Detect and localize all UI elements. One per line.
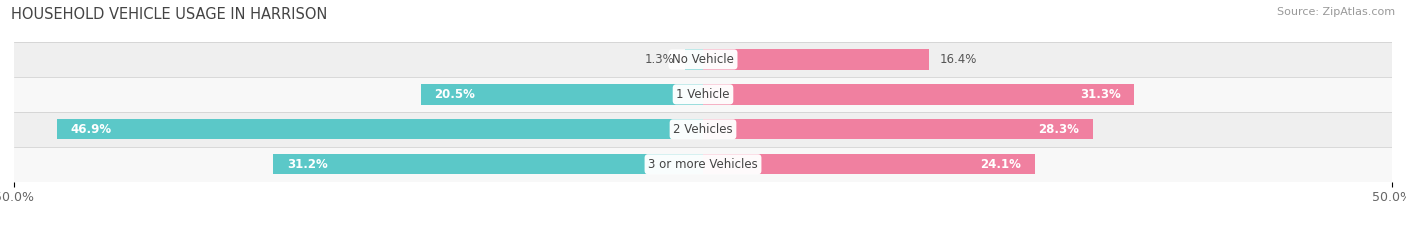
Text: 1.3%: 1.3% (644, 53, 673, 66)
Bar (14, 147, 1392, 182)
Bar (56, 119, 703, 139)
Text: HOUSEHOLD VEHICLE USAGE IN HARRISON: HOUSEHOLD VEHICLE USAGE IN HARRISON (11, 7, 328, 22)
Text: 31.2%: 31.2% (287, 158, 328, 171)
Bar (273, 154, 703, 174)
Legend: Owner-occupied, Renter-occupied: Owner-occupied, Renter-occupied (568, 231, 838, 233)
Bar (420, 84, 703, 105)
Text: No Vehicle: No Vehicle (672, 53, 734, 66)
Text: 20.5%: 20.5% (434, 88, 475, 101)
Text: 46.9%: 46.9% (70, 123, 111, 136)
Text: 1 Vehicle: 1 Vehicle (676, 88, 730, 101)
Bar (703, 84, 1135, 105)
Bar (703, 49, 929, 69)
Bar (703, 119, 1092, 139)
Text: 28.3%: 28.3% (1038, 123, 1080, 136)
Bar (14, 112, 1392, 147)
Bar (14, 42, 1392, 77)
Text: 24.1%: 24.1% (980, 158, 1021, 171)
Text: 3 or more Vehicles: 3 or more Vehicles (648, 158, 758, 171)
Bar (685, 49, 703, 69)
Text: 2 Vehicles: 2 Vehicles (673, 123, 733, 136)
Bar (703, 154, 1035, 174)
Text: 31.3%: 31.3% (1080, 88, 1121, 101)
Bar (14, 77, 1392, 112)
Text: 16.4%: 16.4% (941, 53, 977, 66)
Text: Source: ZipAtlas.com: Source: ZipAtlas.com (1277, 7, 1395, 17)
